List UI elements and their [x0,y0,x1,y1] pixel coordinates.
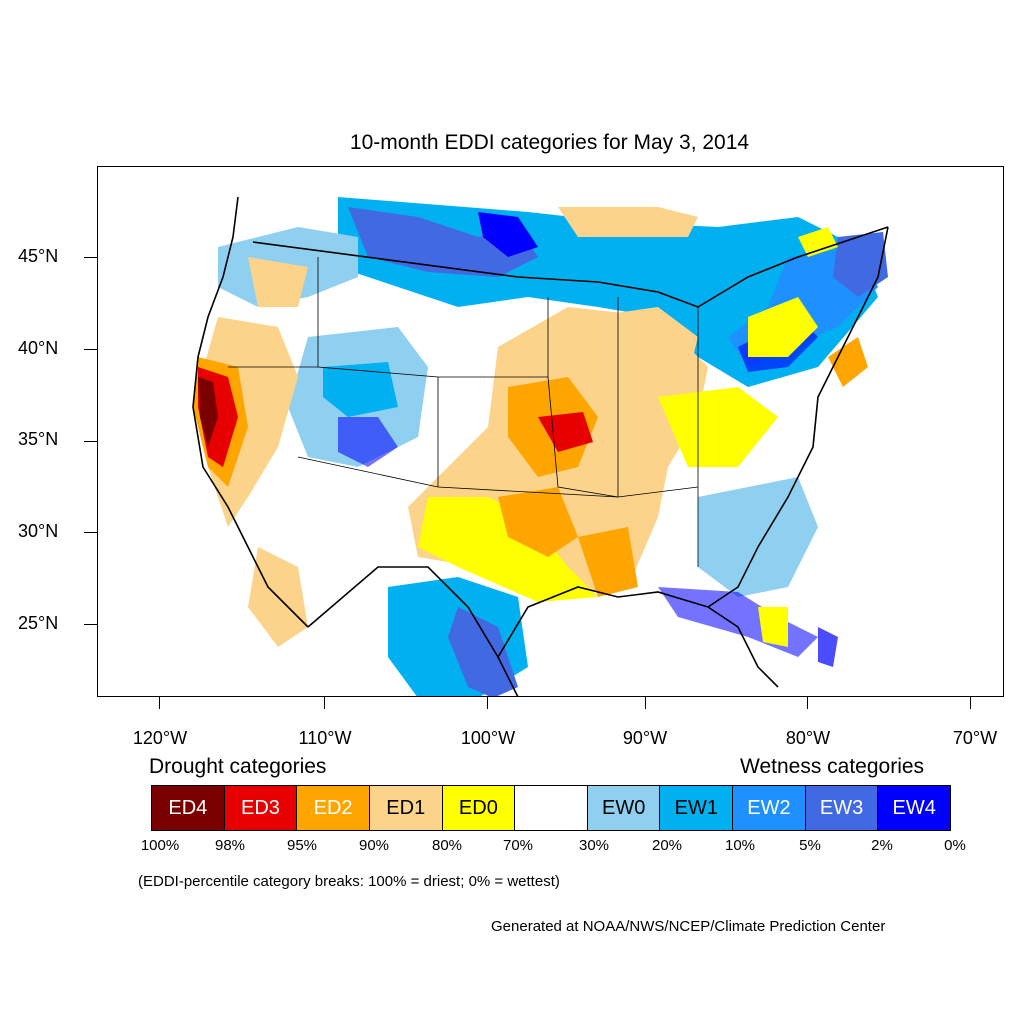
legend-cell-ed0: ED0 [442,786,516,830]
legend-cell-ew4: EW4 [878,786,951,830]
lat-tick-45 [84,257,97,258]
break-label: 10% [724,837,756,854]
boundaries [192,196,889,696]
lat-label-40: 40°N [18,338,59,358]
break-label: 0% [944,837,966,854]
lon-label-100: 100°W [460,728,516,748]
break-label: 100% [140,837,180,854]
legend-cell-ew3: EW3 [805,786,879,830]
drought-categories-header: Drought categories [149,755,327,778]
lon-label-90: 90°W [622,728,668,748]
break-label: 80% [431,837,463,854]
drought-regions [193,207,868,647]
lon-label-110: 110°W [298,728,352,748]
break-label: 70% [502,837,534,854]
legend-bar: ED4 ED3 ED2 ED1 ED0 EW0 EW1 EW2 EW3 EW4 [151,785,951,831]
legend-cell-ew1: EW1 [660,786,734,830]
lat-label-30: 30°N [18,521,59,541]
state-lines [228,257,699,567]
legend-cell-ed2: ED2 [297,786,370,830]
credit-text: Generated at NOAA/NWS/NCEP/Climate Predi… [491,918,886,935]
break-label: 98% [214,837,246,854]
lon-tick-110 [324,697,325,709]
lat-label-45: 45°N [18,246,59,266]
break-label: 95% [286,837,318,854]
legend-cell-ed4: ED4 [152,786,225,830]
lon-tick-90 [645,697,646,709]
lat-tick-40 [84,349,97,350]
map-title: 10-month EDDI categories for May 3, 2014 [349,131,750,154]
legend-cell-ew0: EW0 [587,786,661,830]
legend-cell-neutral [515,786,588,830]
lat-tick-25 [84,624,97,625]
category-breaks-note: (EDDI-percentile category breaks: 100% =… [138,873,560,890]
break-label: 20% [651,837,683,854]
lon-label-120: 120°W [132,728,188,748]
lon-label-80: 80°W [785,728,831,748]
wetness-categories-header: Wetness categories [740,755,925,778]
eddi-map [192,196,889,696]
lat-label-35: 35°N [18,429,59,449]
lon-tick-80 [807,697,808,709]
lat-tick-35 [84,441,97,442]
lon-tick-70 [970,697,971,709]
lat-tick-30 [84,532,97,533]
break-label: 5% [799,837,821,854]
legend-cell-ew2: EW2 [733,786,806,830]
lon-tick-120 [159,697,160,709]
lat-label-25: 25°N [18,613,59,633]
break-label: 30% [578,837,610,854]
legend-cell-ed3: ED3 [224,786,298,830]
break-label: 2% [871,837,893,854]
lon-label-70: 70°W [952,728,998,748]
legend-cell-ed1: ED1 [369,786,443,830]
map-panel [97,166,1004,697]
lon-tick-100 [487,697,488,709]
break-label: 90% [358,837,390,854]
